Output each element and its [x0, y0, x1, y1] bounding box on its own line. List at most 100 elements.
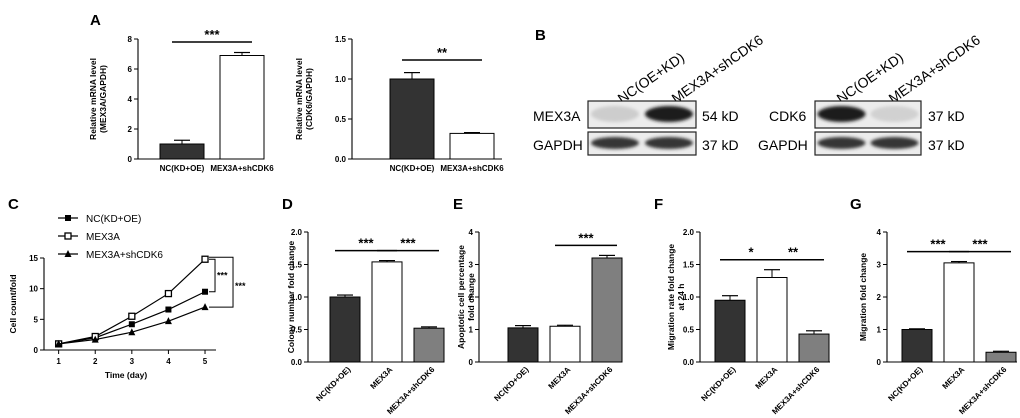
blot-band: [645, 137, 693, 149]
y-tick-label: 0.0: [335, 155, 347, 164]
y-axis-label: (MEX3A/GAPDH): [98, 65, 108, 133]
blot-protein-label: CDK6: [769, 108, 807, 124]
significance-label: ***: [235, 281, 246, 291]
x-tick-label: 4: [166, 357, 171, 366]
y-tick-label: 0: [469, 358, 474, 367]
y-tick-label: 4: [877, 228, 882, 237]
y-tick-label: 1.0: [683, 293, 695, 302]
x-tick-label: 1: [56, 357, 61, 366]
category-label: MEX3A: [941, 365, 967, 391]
panel-letter-a: A: [90, 12, 101, 29]
significance-label: ***: [400, 236, 416, 251]
category-label: NC(KD+OE): [160, 164, 205, 173]
category-label: NC(KD+OE): [314, 365, 352, 403]
significance-label: ***: [972, 237, 988, 252]
bar: [756, 277, 788, 363]
bar: [549, 325, 581, 363]
y-tick-label: 10: [29, 285, 38, 294]
y-tick-label: 0.5: [291, 326, 303, 335]
data-point: [64, 250, 72, 257]
y-tick-label: 1.5: [683, 261, 695, 270]
data-point: [202, 288, 209, 295]
category-label: MEX3A: [369, 365, 395, 391]
data-point: [128, 328, 136, 336]
y-tick-label: 4: [128, 95, 133, 104]
y-tick-label: 6: [128, 65, 133, 74]
significance-label: ***: [930, 237, 946, 252]
legend-label: MEX3A+shCDK6: [86, 250, 163, 261]
bar: [507, 327, 539, 363]
blot-left-bands: [591, 106, 693, 149]
data-point: [201, 255, 209, 263]
bar: [219, 55, 265, 160]
y-axis-label: fold change: [466, 273, 476, 321]
x-tick-label: 3: [130, 357, 135, 366]
chart-d-colony: 0.0 0.5 1.0 1.5 2.0 Colony number fold change…: [286, 228, 445, 416]
significance-label: **: [788, 245, 799, 260]
y-tick-label: 0: [34, 346, 39, 355]
bar: [159, 143, 205, 160]
y-tick-label: 1.0: [335, 75, 347, 84]
panel-letter-f: F: [654, 196, 663, 213]
blot-protein-label: GAPDH: [758, 137, 808, 153]
y-axis-label: Colony number fold change: [286, 241, 296, 354]
blot-size-label: 37 kD: [702, 137, 739, 153]
y-tick-label: 3: [469, 261, 474, 270]
chart-a-cdk6-mrna: 0.0 0.5 1.0 1.5 Relative mRNA level (CDK6/GAP…: [294, 35, 504, 173]
legend-label: MEX3A: [86, 232, 120, 243]
y-axis-label: (CDK6/GAPDH): [304, 68, 314, 130]
category-label: NC(KD+OE): [492, 365, 530, 403]
data-point: [164, 317, 172, 325]
blot-left: NC(OE+KD) MEX3A+shCDK6 MEX3A GAPDH 54 kD…: [533, 31, 767, 156]
y-tick-label: 1: [469, 326, 474, 335]
bar: [591, 257, 623, 363]
y-tick-label: 0.0: [683, 358, 695, 367]
significance-label: ***: [217, 270, 228, 280]
data-point: [55, 339, 63, 347]
significance-bracket: [209, 258, 216, 293]
y-tick-label: 0.5: [683, 326, 695, 335]
blot-band: [817, 137, 866, 149]
panel-letter-e: E: [453, 196, 463, 213]
panel-letter-d: D: [282, 196, 293, 213]
data-point: [91, 335, 99, 343]
bar: [413, 327, 445, 363]
blot-right-bands: [817, 106, 919, 149]
data-point: [64, 232, 72, 240]
y-tick-label: 1.0: [291, 293, 303, 302]
chart-c-cell-count: 0 5 10 15 1 2 3 4 5 Time (day) Cell count/fold NC(K…: [8, 214, 246, 380]
blot-right-col-2: MEX3A+shCDK6: [886, 31, 984, 106]
significance-label: *: [748, 245, 754, 260]
y-tick-label: 2.0: [291, 228, 303, 237]
bar: [389, 78, 435, 160]
legend-label: NC(KD+OE): [86, 214, 141, 225]
chart-g-migration: 0 1 2 3 4 Migration fold change NC(KD+OE) MEX3A…: [858, 228, 1017, 416]
category-label: NC(KD+OE): [390, 164, 435, 173]
y-tick-label: 2: [469, 293, 474, 302]
y-axis-label: Migration fold change: [858, 253, 868, 342]
blot-band: [591, 137, 639, 149]
x-tick-label: 5: [203, 357, 208, 366]
bar: [798, 333, 830, 363]
bar: [449, 132, 495, 160]
blot-band: [645, 106, 693, 122]
blot-band: [817, 106, 866, 122]
y-tick-label: 2: [128, 125, 133, 134]
blot-size-label: 37 kD: [928, 108, 965, 124]
category-label: NC(KD+OE): [699, 365, 737, 403]
category-label: MEX3A: [547, 365, 573, 391]
significance-label: ***: [358, 236, 374, 251]
y-tick-label: 4: [469, 228, 474, 237]
x-tick-label: 2: [93, 357, 98, 366]
bar: [943, 262, 975, 363]
data-point: [128, 312, 136, 320]
data-point: [65, 215, 71, 221]
y-axis-label: at 24 h: [676, 284, 686, 311]
category-label: MEX3A: [754, 365, 780, 391]
blot-left-col-2: MEX3A+shCDK6: [669, 31, 767, 106]
panel-letter-g: G: [850, 196, 862, 213]
blot-protein-label: MEX3A: [533, 108, 581, 124]
blot-band: [870, 106, 919, 122]
bar: [371, 261, 403, 363]
